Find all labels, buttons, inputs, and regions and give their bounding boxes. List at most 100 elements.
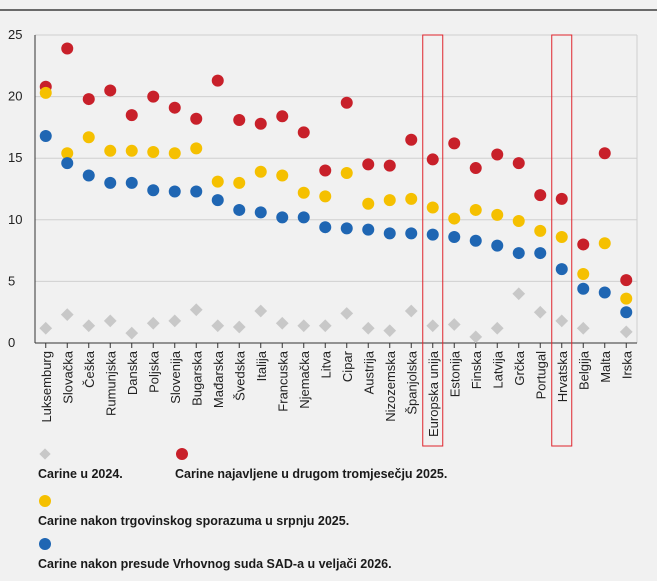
data-point-diamond bbox=[232, 320, 246, 334]
data-point-diamond bbox=[211, 319, 225, 333]
y-tick-label: 5 bbox=[8, 273, 15, 288]
data-point-diamond bbox=[619, 325, 633, 339]
x-tick-label: Španjolska bbox=[404, 350, 419, 414]
data-point-1 bbox=[620, 274, 633, 287]
data-point-1 bbox=[448, 137, 461, 150]
data-point-2 bbox=[276, 169, 289, 182]
data-point-3 bbox=[39, 130, 52, 143]
data-point-diamond bbox=[146, 316, 160, 330]
data-point-1 bbox=[405, 133, 418, 146]
data-point-diamond bbox=[60, 308, 74, 322]
data-point-1 bbox=[512, 157, 525, 170]
legend-dot-icon bbox=[39, 495, 51, 507]
data-point-3 bbox=[276, 211, 289, 224]
data-point-diamond bbox=[189, 303, 203, 317]
data-point-2 bbox=[61, 147, 74, 160]
data-point-diamond bbox=[254, 304, 268, 318]
data-point-diamond bbox=[82, 319, 96, 333]
data-point-3 bbox=[297, 211, 310, 224]
data-point-1 bbox=[211, 74, 224, 87]
data-point-2 bbox=[319, 190, 332, 203]
legend-dot-icon bbox=[39, 538, 51, 550]
x-tick-label: Luksemburg bbox=[39, 351, 54, 423]
data-point-2 bbox=[233, 176, 246, 189]
data-point-3 bbox=[534, 247, 547, 260]
data-point-2 bbox=[383, 194, 396, 207]
data-point-1 bbox=[362, 158, 375, 171]
data-point-2 bbox=[469, 203, 482, 216]
x-tick-label: Francuska bbox=[275, 350, 290, 411]
data-point-2 bbox=[534, 224, 547, 237]
data-point-3 bbox=[61, 157, 74, 170]
data-point-2 bbox=[448, 212, 461, 225]
x-tick-label: Irska bbox=[619, 350, 634, 379]
x-tick-label: Estonija bbox=[447, 350, 462, 397]
data-point-3 bbox=[598, 286, 611, 299]
x-tick-label: Belgija bbox=[576, 350, 591, 390]
data-point-1 bbox=[125, 109, 138, 122]
x-tick-label: Hrvatska bbox=[555, 350, 570, 402]
data-point-diamond bbox=[318, 319, 332, 333]
data-point-3 bbox=[512, 247, 525, 260]
data-point-2 bbox=[39, 86, 52, 99]
data-point-diamond bbox=[39, 321, 53, 335]
data-point-1 bbox=[61, 42, 74, 55]
x-tick-label: Mađarska bbox=[211, 350, 226, 408]
data-point-2 bbox=[491, 208, 504, 221]
x-tick-label: Slovenija bbox=[168, 350, 183, 404]
data-point-1 bbox=[254, 117, 267, 130]
data-point-2 bbox=[168, 147, 181, 160]
x-tick-label: Danska bbox=[125, 350, 140, 395]
data-point-2 bbox=[104, 144, 117, 157]
legend-label: Carine nakon trgovinskog sporazuma u srp… bbox=[38, 514, 350, 528]
data-point-diamond bbox=[125, 326, 139, 340]
data-point-2 bbox=[211, 175, 224, 188]
x-tick-label: Slovačka bbox=[60, 350, 75, 404]
data-point-1 bbox=[82, 93, 95, 106]
x-tick-label: Bugarska bbox=[189, 350, 204, 406]
legend-diamond-icon bbox=[39, 448, 51, 460]
data-point-3 bbox=[82, 169, 95, 182]
x-tick-label: Latvija bbox=[490, 350, 505, 388]
data-point-1 bbox=[555, 192, 568, 205]
data-point-3 bbox=[254, 206, 267, 219]
data-point-1 bbox=[233, 114, 246, 127]
data-point-2 bbox=[362, 197, 375, 210]
legend-dot-icon bbox=[176, 448, 188, 460]
data-point-3 bbox=[577, 282, 590, 295]
data-point-1 bbox=[276, 110, 289, 123]
data-point-2 bbox=[577, 268, 590, 281]
data-point-3 bbox=[319, 221, 332, 234]
data-point-3 bbox=[405, 227, 418, 240]
top-rule bbox=[0, 9, 657, 11]
data-point-2 bbox=[190, 142, 203, 155]
x-tick-label: Finska bbox=[469, 350, 484, 389]
data-point-2 bbox=[297, 186, 310, 199]
data-point-1 bbox=[383, 159, 396, 172]
data-point-2 bbox=[620, 292, 633, 305]
y-tick-label: 20 bbox=[8, 89, 22, 104]
data-point-3 bbox=[125, 176, 138, 189]
x-tick-label: Poljska bbox=[146, 350, 161, 393]
data-point-2 bbox=[340, 166, 353, 179]
data-point-2 bbox=[512, 215, 525, 228]
data-point-2 bbox=[555, 231, 568, 244]
data-point-1 bbox=[104, 84, 117, 97]
x-tick-label: Europska unija bbox=[426, 350, 441, 437]
legend-item-2024: Carine u 2024. bbox=[38, 448, 123, 482]
data-point-1 bbox=[491, 148, 504, 161]
data-point-1 bbox=[147, 90, 160, 103]
data-point-diamond bbox=[469, 330, 483, 344]
data-point-2 bbox=[147, 146, 160, 159]
y-tick-label: 25 bbox=[8, 27, 22, 42]
x-tick-label: Portugal bbox=[533, 351, 548, 400]
data-point-diamond bbox=[426, 319, 440, 333]
data-point-1 bbox=[598, 147, 611, 160]
data-point-3 bbox=[168, 185, 181, 198]
x-tick-label: Češka bbox=[82, 350, 97, 388]
data-point-1 bbox=[426, 153, 439, 166]
data-point-3 bbox=[426, 228, 439, 241]
legend-label: Carine najavljene u drugom tromjesečju 2… bbox=[175, 467, 448, 481]
